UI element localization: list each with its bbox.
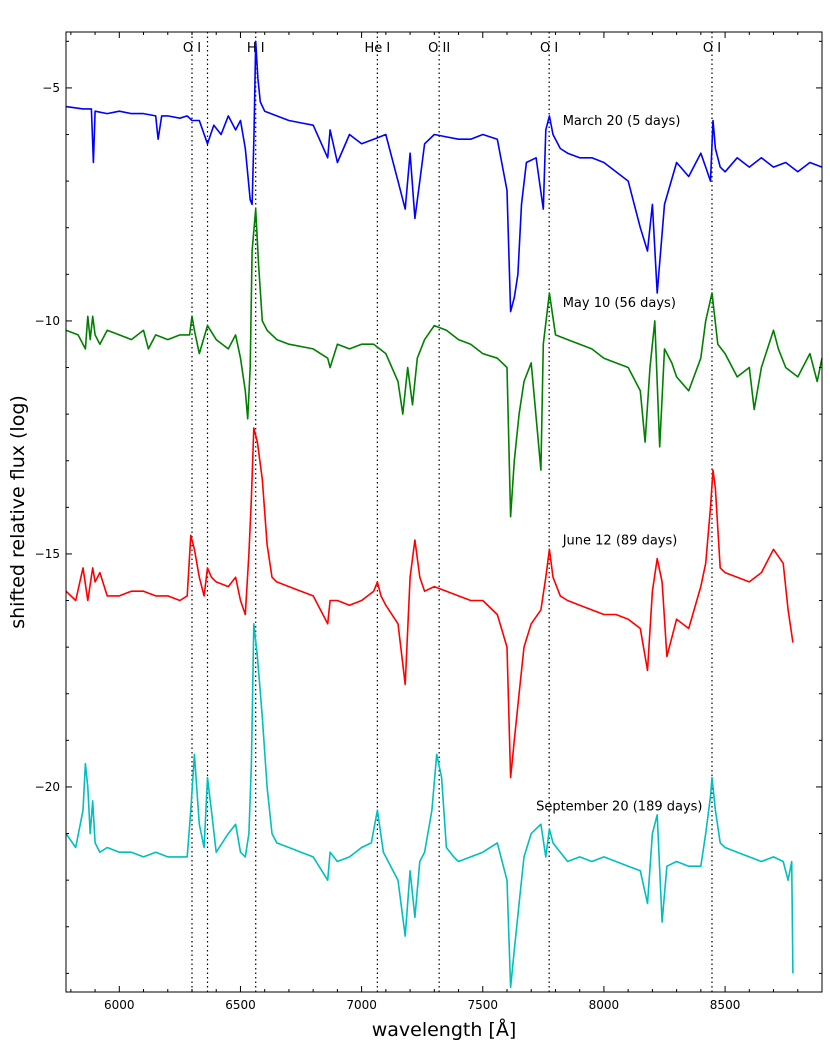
y-axis-title: shifted relative flux (log) bbox=[7, 395, 29, 629]
series-line bbox=[65, 40, 823, 313]
reference-line-label: O I bbox=[703, 41, 721, 56]
y-tick-label: −10 bbox=[35, 314, 60, 328]
y-tick-label: −15 bbox=[35, 547, 60, 561]
series-line bbox=[65, 622, 794, 989]
series-line bbox=[65, 208, 823, 518]
reference-line-label: O I bbox=[540, 41, 558, 56]
reference-line-label: O II bbox=[428, 41, 450, 56]
series-line bbox=[65, 427, 794, 779]
reference-line-label: O I bbox=[183, 41, 201, 56]
plot-frame bbox=[65, 31, 823, 993]
y-tick-label: −20 bbox=[35, 780, 60, 794]
x-tick-label: 6500 bbox=[225, 998, 256, 1012]
x-tick-label: 6000 bbox=[104, 998, 135, 1012]
series-label: September 20 (189 days) bbox=[536, 799, 702, 814]
x-tick-label: 8500 bbox=[710, 998, 741, 1012]
x-tick-label: 8000 bbox=[589, 998, 620, 1012]
series-lines bbox=[65, 40, 823, 989]
series-label: June 12 (89 days) bbox=[562, 534, 678, 549]
y-axis-ticks: −5 −10 −15 −20 bbox=[35, 40, 822, 974]
x-axis-title: wavelength [Å] bbox=[372, 1018, 517, 1041]
x-axis-ticks: 6000 6500 7000 7500 8000 8500 bbox=[70, 32, 823, 1012]
y-tick-label: −5 bbox=[42, 81, 60, 95]
series-labels: March 20 (5 days) May 10 (56 days) June 12… bbox=[536, 114, 702, 814]
series-label: March 20 (5 days) bbox=[563, 114, 681, 129]
reference-line-label: He I bbox=[364, 41, 390, 56]
x-tick-label: 7500 bbox=[467, 998, 498, 1012]
series-label: May 10 (56 days) bbox=[563, 296, 676, 311]
x-tick-label: 7000 bbox=[346, 998, 377, 1012]
